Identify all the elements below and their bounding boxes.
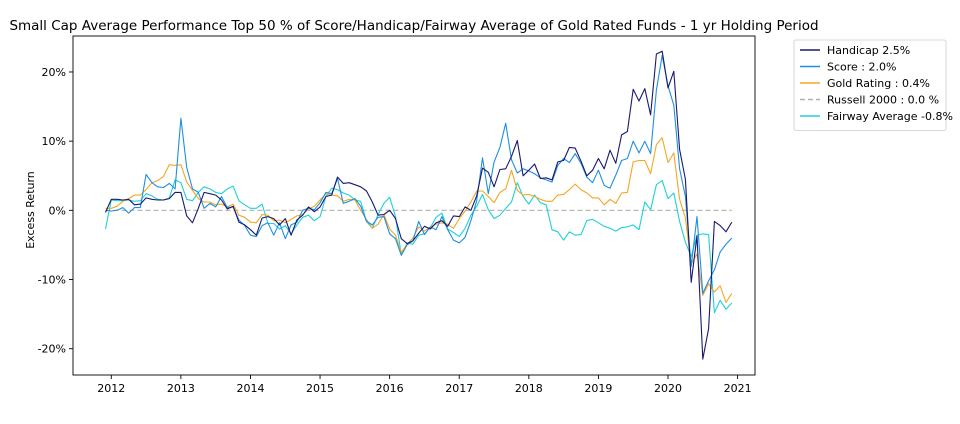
legend-box <box>793 39 947 131</box>
x-tick-label: 2021 <box>724 382 752 395</box>
x-tick-label: 2014 <box>236 382 264 395</box>
chart-title: Small Cap Average Performance Top 50 % o… <box>9 18 818 34</box>
legend-label-handicap-2-5: Handicap 2.5% <box>827 44 910 57</box>
axes: 2012 2013 2014 2015 2016 2017 2018 2019 2020 2021… <box>38 35 756 395</box>
x-tick-label: 2016 <box>376 382 404 395</box>
y-tick-label: 20% <box>42 66 66 79</box>
legend-label-score-2-0: Score : 2.0% <box>827 61 896 74</box>
y-axis-label: Excess Return <box>24 171 37 249</box>
x-tick-label: 2019 <box>584 382 612 395</box>
x-tick-label: 2018 <box>515 382 543 395</box>
legend-label-gold-rating-0-4: Gold Rating : 0.4% <box>827 77 930 90</box>
x-tick-label: 2020 <box>654 382 682 395</box>
x-tick-label: 2012 <box>97 382 125 395</box>
legend-label-russell-2000-0-0: Russell 2000 : 0.0 % <box>827 94 939 107</box>
series-line-gold-rating-0-4 <box>105 137 733 303</box>
series-line-handicap-2-5 <box>104 50 733 360</box>
x-tick-label: 2015 <box>306 382 334 395</box>
y-tick-label: 0% <box>49 204 66 217</box>
x-tick-label: 2013 <box>167 382 195 395</box>
y-tick-label: -10% <box>38 274 66 287</box>
legend-label-fairway-average-0-8: Fairway Average -0.8% <box>827 110 953 123</box>
legend: Handicap 2.5% Score : 2.0% Gold Rating : 0… <box>793 39 953 131</box>
y-tick-label: -20% <box>38 343 66 356</box>
y-tick-label: 10% <box>42 135 66 148</box>
axes-frame <box>72 35 756 376</box>
series-line-score-2-0 <box>105 54 733 294</box>
series-line-fairway-average-0-8 <box>104 179 733 314</box>
x-tick-label: 2017 <box>445 382 473 395</box>
plot-area <box>104 50 733 360</box>
